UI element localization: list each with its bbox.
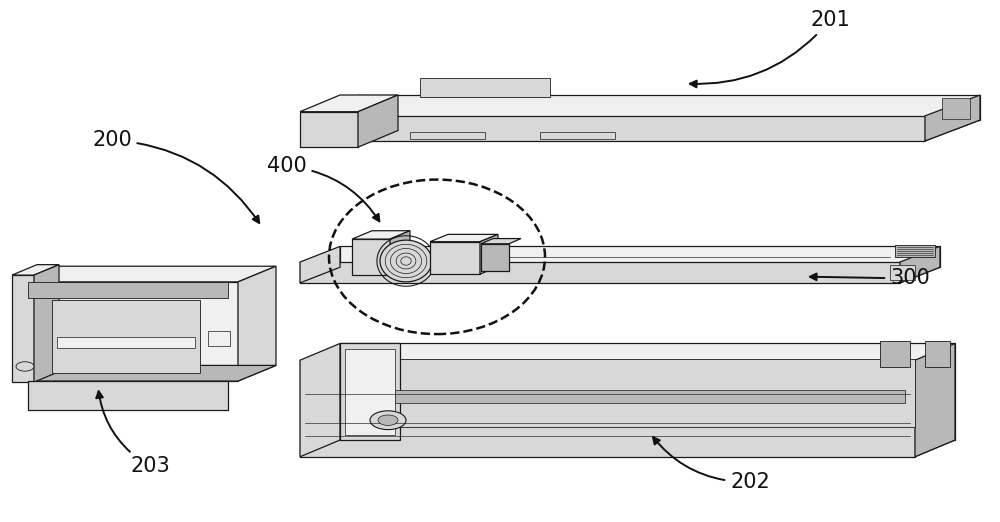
Polygon shape: [300, 95, 398, 112]
Polygon shape: [28, 282, 228, 298]
Polygon shape: [360, 95, 980, 120]
Polygon shape: [942, 98, 970, 119]
Polygon shape: [300, 262, 900, 283]
Text: 202: 202: [653, 437, 770, 492]
Polygon shape: [430, 242, 480, 274]
Polygon shape: [340, 246, 940, 267]
Polygon shape: [410, 132, 485, 139]
Polygon shape: [915, 343, 955, 457]
Polygon shape: [925, 341, 950, 367]
Polygon shape: [34, 265, 59, 382]
Polygon shape: [340, 343, 400, 440]
Polygon shape: [300, 112, 358, 147]
Text: 400: 400: [267, 156, 379, 221]
Polygon shape: [880, 341, 910, 367]
Polygon shape: [300, 267, 940, 283]
Polygon shape: [18, 266, 276, 282]
Polygon shape: [208, 331, 230, 347]
Polygon shape: [57, 337, 195, 348]
Text: 200: 200: [92, 130, 259, 223]
Polygon shape: [481, 239, 521, 244]
Polygon shape: [300, 440, 955, 457]
Text: 201: 201: [690, 10, 850, 87]
Polygon shape: [305, 95, 360, 141]
Polygon shape: [305, 116, 925, 141]
Polygon shape: [430, 234, 498, 242]
Circle shape: [16, 362, 34, 371]
Polygon shape: [358, 95, 398, 147]
Polygon shape: [300, 246, 340, 283]
Polygon shape: [420, 78, 550, 97]
Polygon shape: [340, 343, 955, 440]
Polygon shape: [238, 266, 276, 381]
Polygon shape: [28, 381, 228, 410]
Polygon shape: [12, 265, 59, 275]
Polygon shape: [52, 300, 200, 373]
Text: 203: 203: [96, 391, 170, 477]
Polygon shape: [300, 343, 340, 457]
Polygon shape: [540, 132, 615, 139]
Polygon shape: [890, 265, 915, 280]
Polygon shape: [895, 245, 935, 257]
Polygon shape: [385, 359, 915, 427]
Polygon shape: [345, 349, 395, 435]
Polygon shape: [352, 239, 390, 275]
Polygon shape: [18, 365, 276, 381]
Polygon shape: [395, 389, 905, 403]
Polygon shape: [18, 282, 238, 381]
Polygon shape: [12, 275, 34, 382]
Circle shape: [378, 415, 398, 425]
Text: 300: 300: [810, 268, 930, 289]
Polygon shape: [900, 246, 940, 283]
Polygon shape: [305, 120, 980, 141]
Polygon shape: [300, 360, 915, 457]
Polygon shape: [390, 231, 410, 275]
Polygon shape: [925, 95, 980, 141]
Polygon shape: [352, 231, 410, 239]
Polygon shape: [380, 240, 432, 282]
Polygon shape: [481, 244, 509, 271]
Polygon shape: [480, 234, 498, 274]
Circle shape: [370, 411, 406, 430]
